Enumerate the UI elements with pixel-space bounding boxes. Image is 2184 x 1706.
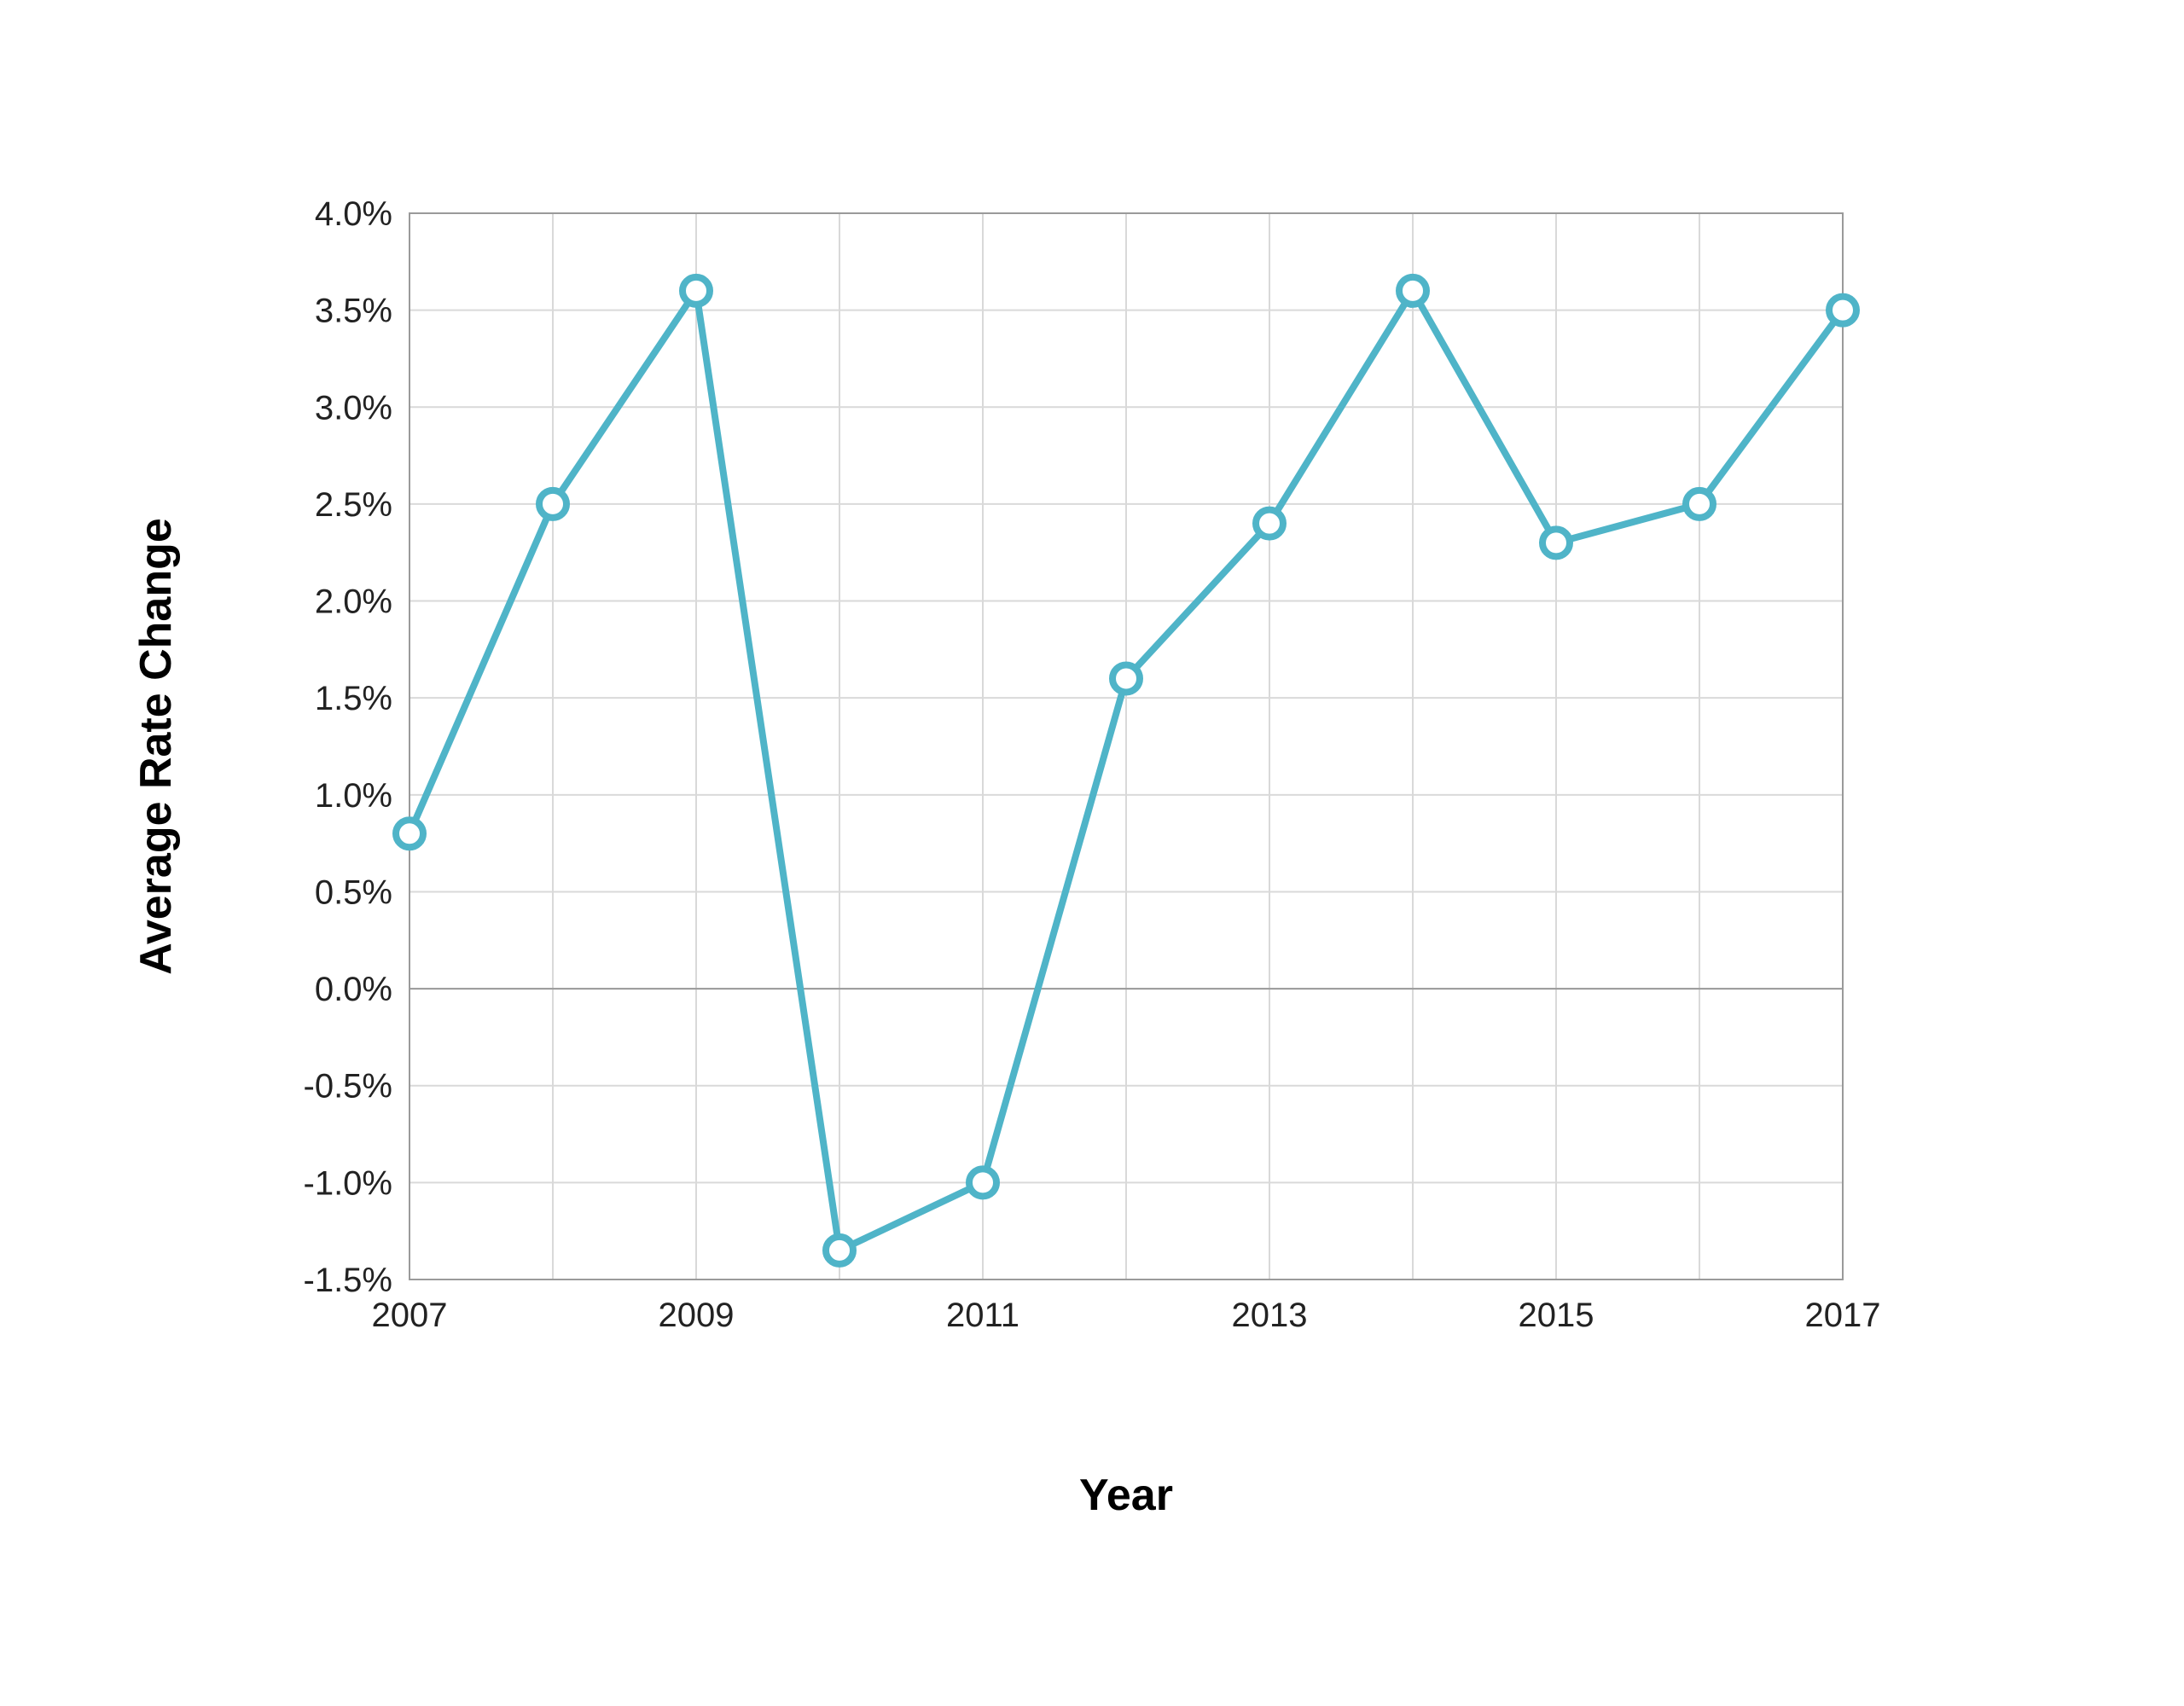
- data-point-marker: [1542, 529, 1570, 556]
- x-tick-label: 2009: [659, 1297, 735, 1334]
- x-tick-label: 2011: [946, 1297, 1019, 1334]
- data-point-marker: [826, 1237, 853, 1264]
- y-tick-label: -1.5%: [304, 1262, 393, 1299]
- data-point-marker: [1256, 510, 1283, 537]
- y-axis-title: Average Rate Change: [131, 518, 181, 975]
- y-tick-label: 3.5%: [315, 293, 392, 330]
- x-tick-label: 2007: [372, 1297, 448, 1334]
- y-tick-label: -1.0%: [304, 1164, 393, 1202]
- data-point-marker: [539, 490, 566, 518]
- data-point-marker: [682, 277, 710, 305]
- y-tick-label: 1.0%: [315, 777, 392, 815]
- y-tick-label: 2.0%: [315, 583, 392, 621]
- y-tick-label: 1.5%: [315, 680, 392, 717]
- x-tick-label: 2017: [1805, 1297, 1881, 1334]
- line-chart: 2007 2009 2011 2013 2015 2017 -1.5% -1.0% -0.5% 0…: [0, 0, 2184, 1706]
- y-tick-label: 3.0%: [315, 389, 392, 426]
- data-point-marker: [1829, 297, 1856, 324]
- data-point-marker: [396, 820, 423, 847]
- data-point-marker: [969, 1169, 996, 1196]
- x-tick-label: 2013: [1232, 1297, 1308, 1334]
- data-point-marker: [1399, 277, 1426, 305]
- y-tick-label: -0.5%: [304, 1068, 393, 1105]
- x-axis-title: Year: [1079, 1471, 1173, 1520]
- y-tick-label: 4.0%: [315, 195, 392, 233]
- y-tick-label: 0.5%: [315, 873, 392, 911]
- data-point-marker: [1686, 490, 1713, 518]
- y-tick-label: 0.0%: [315, 971, 392, 1008]
- y-tick-label: 2.5%: [315, 486, 392, 524]
- data-point-marker: [1112, 664, 1140, 692]
- x-tick-label: 2015: [1519, 1297, 1594, 1334]
